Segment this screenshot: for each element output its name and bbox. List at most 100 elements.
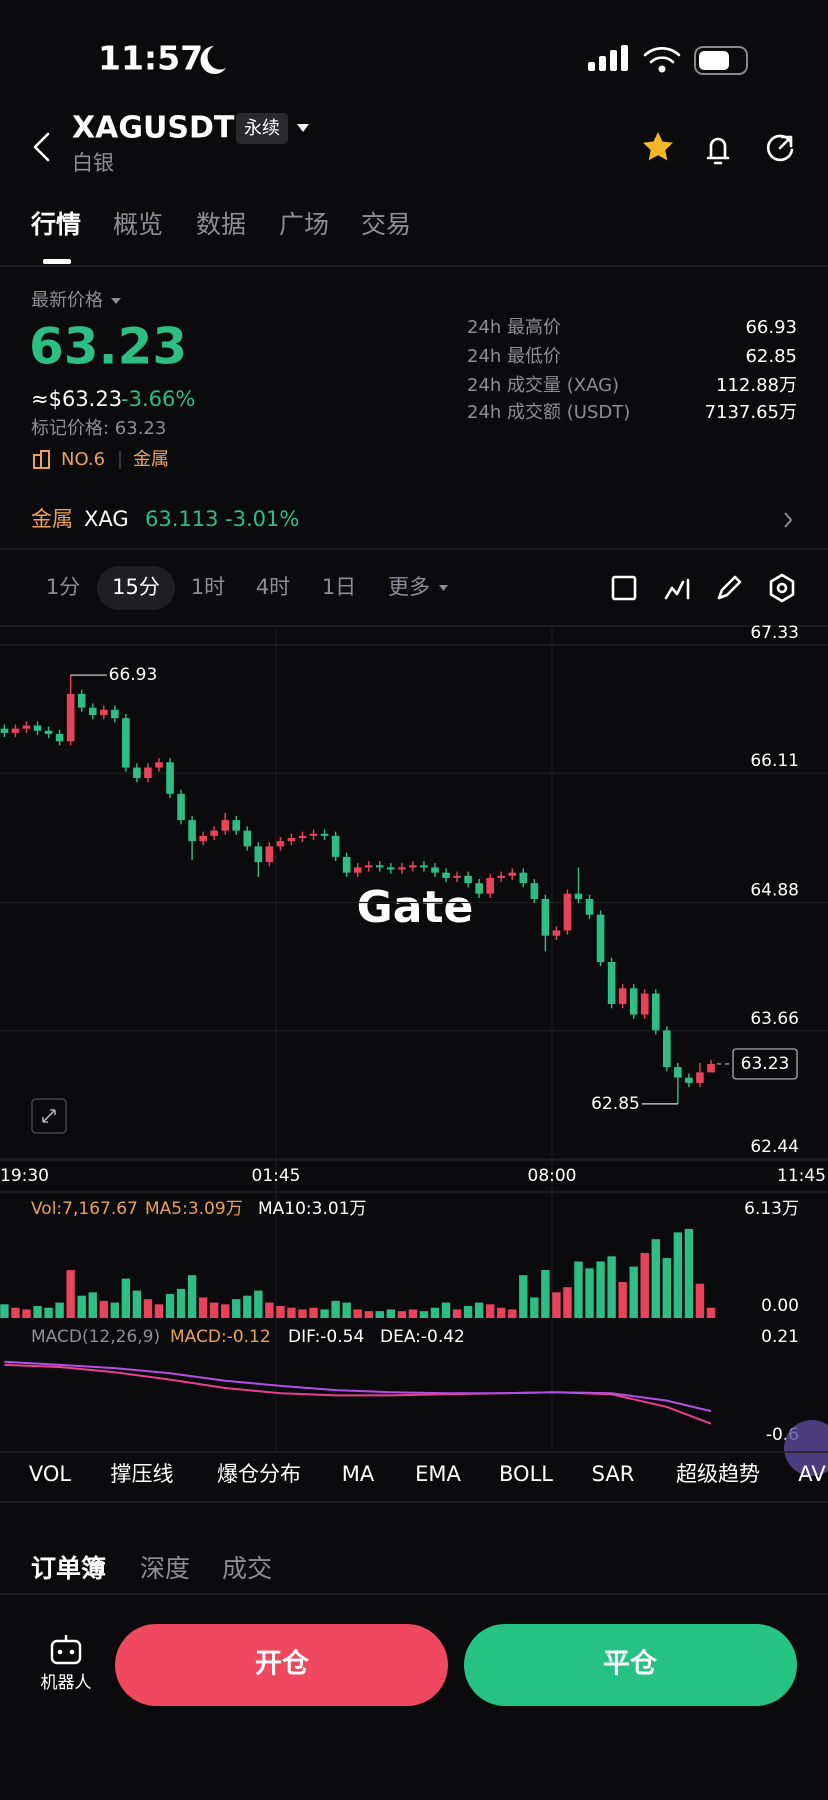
volume-bar [165, 1294, 175, 1318]
indicator-tab[interactable]: AV [798, 1462, 826, 1486]
x-tick-label: 19:30 [0, 1166, 49, 1186]
volume-bar [33, 1306, 42, 1318]
candle-body [188, 820, 196, 842]
favorite-button[interactable] [643, 132, 673, 161]
candle-body [607, 962, 616, 1005]
draw-button[interactable] [717, 575, 742, 600]
settings-button[interactable] [769, 573, 795, 603]
symbol-dropdown[interactable] [297, 124, 309, 132]
indicator-tab[interactable]: SAR [592, 1462, 635, 1486]
volume-bar [320, 1309, 329, 1318]
tab[interactable]: 数据 [196, 210, 246, 239]
open-button[interactable] [115, 1624, 448, 1706]
close-button-label[interactable]: 平仓 [603, 1649, 658, 1680]
volume-bar [221, 1304, 230, 1318]
candle-body [486, 877, 494, 894]
volume-bar [463, 1306, 473, 1318]
more-dropdown[interactable] [439, 585, 448, 591]
stat-value: 62.85 [745, 346, 797, 367]
share-button[interactable] [766, 134, 794, 162]
volume-bar [607, 1256, 616, 1318]
y-tick-label: 63.66 [750, 1009, 799, 1029]
tab[interactable]: 行情 [30, 210, 81, 239]
timeframe[interactable]: 1日 [322, 575, 356, 599]
volume-bar [408, 1309, 418, 1318]
candle-body [696, 1072, 704, 1083]
alert-button[interactable] [706, 137, 730, 165]
chart-type-button[interactable] [611, 575, 637, 601]
indicator-button[interactable] [664, 578, 690, 600]
bot-label[interactable]: 机器人 [41, 1673, 92, 1693]
sector[interactable]: 金属 [133, 449, 169, 470]
candle-body [221, 820, 230, 831]
rank: NO.6 [61, 449, 105, 470]
y-tick-label: 0.00 [761, 1296, 799, 1316]
volume-bar [441, 1302, 451, 1318]
moon-icon [200, 46, 226, 74]
candle-body [387, 867, 395, 870]
orderbook-tab[interactable]: 成交 [222, 1554, 272, 1583]
indicator-tab[interactable]: MA [342, 1462, 375, 1486]
timeframe[interactable]: 15分 [112, 575, 160, 599]
indicator-tab[interactable]: 超级趋势 [676, 1462, 760, 1486]
candle-body [375, 865, 384, 868]
indicator-tab[interactable]: 撑压线 [111, 1462, 174, 1486]
candle-body [453, 875, 461, 878]
timeframe[interactable]: 1时 [191, 575, 225, 599]
volume-bar [198, 1297, 208, 1318]
macd-legend: MACD(12,26,9) [31, 1327, 160, 1347]
volume-bar [474, 1302, 484, 1318]
fullscreen-icon [42, 1109, 56, 1123]
candle-body [585, 898, 594, 915]
volume-bar [706, 1307, 716, 1318]
candle-body [674, 1067, 682, 1078]
timeframe-more[interactable]: 更多 [388, 575, 430, 599]
vol-legend: Vol:7,167.67 [31, 1199, 138, 1219]
floating-assistant[interactable] [784, 1420, 828, 1476]
back-button[interactable] [33, 132, 50, 162]
mark-price: 标记价格: 63.23 [31, 418, 166, 439]
volume-bar [530, 1297, 539, 1318]
candle-body [232, 820, 241, 831]
vol-legend: MA10:3.01万 [258, 1199, 367, 1219]
volume-bar [485, 1304, 495, 1318]
close-button[interactable] [464, 1624, 797, 1706]
x-tick-label: 08:00 [528, 1166, 577, 1186]
volume-bar [684, 1228, 694, 1318]
volume-bar [232, 1299, 241, 1318]
vol-legend: MA5:3.09万 [145, 1199, 243, 1219]
tab[interactable]: 概览 [113, 210, 163, 239]
overlay: 67.33 66.11 64.88 63.66 62.44 19:30 01:45 08:00… [0, 623, 826, 1186]
candle-body [44, 730, 53, 734]
candle-body [199, 835, 207, 842]
timeframe[interactable]: 1分 [46, 575, 80, 599]
symbol: XAGUSDT [72, 111, 235, 146]
tab[interactable]: 广场 [279, 210, 329, 239]
volume-bar [430, 1307, 440, 1318]
indicator-tab[interactable]: BOLL [499, 1462, 553, 1486]
volume-bar [629, 1266, 638, 1318]
volume-bar [55, 1302, 64, 1318]
indicator-tab[interactable]: VOL [29, 1462, 72, 1486]
candle-body [243, 830, 252, 847]
indicator-tab[interactable]: EMA [415, 1462, 461, 1486]
price-label-dropdown[interactable] [111, 298, 121, 304]
volume-bar [364, 1311, 373, 1318]
candle-body [663, 1030, 671, 1068]
tab[interactable]: 交易 [361, 210, 411, 239]
orderbook-tab[interactable]: 深度 [140, 1554, 190, 1583]
volume-bar [22, 1309, 31, 1318]
timeframe[interactable]: 4时 [256, 575, 290, 599]
fullscreen-button[interactable] [31, 1098, 67, 1134]
indicator-tab[interactable]: 爆仓分布 [217, 1462, 301, 1486]
volume-bar [110, 1302, 120, 1318]
ref-change: -3.01% [225, 507, 299, 531]
volume-bar [673, 1232, 683, 1318]
volume-bar [596, 1261, 605, 1318]
candle-body [122, 718, 130, 768]
open-button-label[interactable]: 开仓 [255, 1649, 310, 1680]
y-tick-label: 64.88 [750, 881, 799, 901]
orderbook-tab[interactable]: 订单簿 [31, 1554, 106, 1583]
ref-chevron[interactable] [784, 512, 793, 528]
timeframe-selected-bg [97, 566, 175, 610]
